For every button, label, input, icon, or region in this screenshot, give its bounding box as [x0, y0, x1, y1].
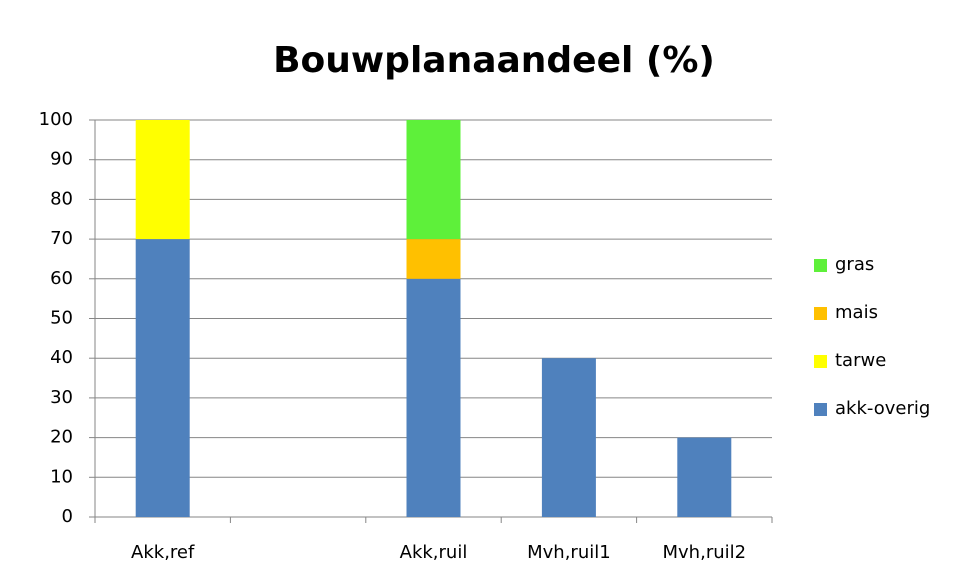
bar-segment [406, 278, 461, 517]
x-tick-label: Mvh,ruil2 [663, 542, 747, 563]
legend-swatch [814, 403, 827, 416]
legend-label: mais [835, 302, 878, 323]
bar-segment [406, 120, 461, 240]
y-tick-label: 30 [50, 387, 73, 408]
y-tick-label: 100 [39, 109, 73, 130]
x-tick-label: Akk,ruil [400, 542, 468, 563]
y-tick-label: 80 [50, 188, 73, 209]
bar-segment [135, 120, 190, 240]
legend-swatch [814, 259, 827, 272]
y-tick-label: 0 [62, 506, 73, 527]
y-tick-label: 20 [50, 427, 73, 448]
bar-segment [541, 358, 596, 517]
legend-swatch [814, 307, 827, 320]
y-tick-label: 50 [50, 308, 73, 329]
bar-segment [135, 239, 190, 517]
x-tick-label: Akk,ref [131, 542, 195, 563]
x-tick-label: Mvh,ruil1 [527, 542, 611, 563]
y-tick-label: 70 [50, 228, 73, 249]
bar-segment [677, 437, 732, 517]
legend-label: tarwe [835, 350, 886, 371]
y-tick-label: 40 [50, 347, 73, 368]
bar-segment [406, 239, 461, 279]
y-tick-label: 10 [50, 466, 73, 487]
y-tick-label: 60 [50, 268, 73, 289]
chart-title: Bouwplanaandeel (%) [273, 40, 715, 81]
legend-swatch [814, 355, 827, 368]
legend-label: akk-overig [835, 398, 930, 419]
y-tick-label: 90 [50, 149, 73, 170]
legend-label: gras [835, 254, 874, 275]
